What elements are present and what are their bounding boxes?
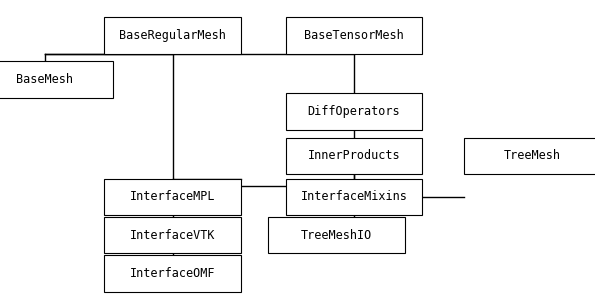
Text: TreeMeshIO: TreeMeshIO <box>300 229 372 242</box>
Text: InnerProducts: InnerProducts <box>308 149 400 162</box>
Text: InterfaceOMF: InterfaceOMF <box>130 267 215 280</box>
Text: TreeMesh: TreeMesh <box>504 149 561 162</box>
FancyBboxPatch shape <box>104 17 241 54</box>
Text: BaseRegularMesh: BaseRegularMesh <box>119 29 226 42</box>
FancyBboxPatch shape <box>268 217 405 253</box>
FancyBboxPatch shape <box>0 61 113 98</box>
FancyBboxPatch shape <box>286 93 422 130</box>
FancyBboxPatch shape <box>104 255 241 292</box>
FancyBboxPatch shape <box>286 179 422 215</box>
Text: InterfaceMixins: InterfaceMixins <box>300 191 408 203</box>
FancyBboxPatch shape <box>286 17 422 54</box>
FancyBboxPatch shape <box>104 217 241 253</box>
FancyBboxPatch shape <box>104 179 241 215</box>
FancyBboxPatch shape <box>464 138 595 174</box>
Text: BaseTensorMesh: BaseTensorMesh <box>304 29 404 42</box>
Text: DiffOperators: DiffOperators <box>308 105 400 118</box>
Text: InterfaceVTK: InterfaceVTK <box>130 229 215 242</box>
FancyBboxPatch shape <box>286 138 422 174</box>
Text: InterfaceMPL: InterfaceMPL <box>130 191 215 203</box>
Text: BaseMesh: BaseMesh <box>16 73 73 86</box>
